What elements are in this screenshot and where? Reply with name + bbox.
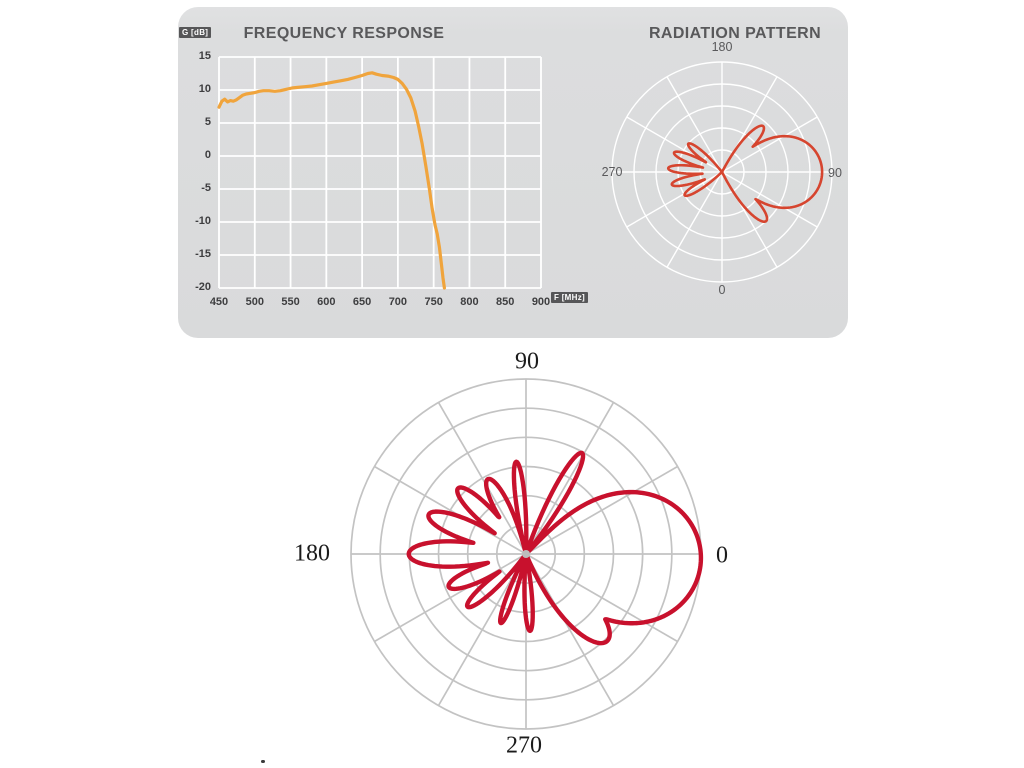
x-tick-label: 750 [424, 296, 443, 308]
polar-small-label-left: 270 [601, 165, 623, 179]
frequency-response-title: FREQUENCY RESPONSE [243, 25, 445, 42]
y-tick-label: 0 [204, 149, 211, 161]
x-tick-label: 650 [352, 296, 372, 308]
polar-large-label-bottom: 270 [506, 732, 542, 759]
y-tick-label: 5 [204, 116, 211, 128]
polar-small-label-bottom: 0 [718, 283, 726, 297]
polar-large-label-right: 0 [716, 542, 728, 569]
frequency-response-y-axis: 15 10 5 0 -5 -10 -15 -20 [178, 50, 211, 293]
x-tick-label: 500 [245, 296, 264, 308]
y-tick-label: 10 [198, 83, 211, 95]
radiation-pattern-polar-small [611, 61, 833, 283]
x-tick-label: 800 [460, 296, 479, 308]
stray-mark [261, 760, 265, 763]
y-tick-label: 15 [198, 50, 211, 62]
polar-large-label-top: 90 [515, 348, 539, 375]
x-tick-label: 450 [209, 296, 229, 308]
frequency-unit-badge: F [MHz] [551, 292, 588, 303]
radiation-pattern-title: RADIATION PATTERN [648, 25, 822, 42]
x-tick-label: 600 [317, 296, 336, 308]
y-tick-label: -5 [201, 182, 211, 194]
gain-curve [217, 71, 446, 290]
polar-small-label-right: 90 [828, 166, 842, 180]
y-tick-label: -15 [195, 248, 211, 260]
polar-large-label-left: 180 [294, 540, 330, 567]
radiation-pattern-polar-large [350, 378, 704, 730]
polar-center-dot [522, 550, 530, 558]
y-tick-label: -20 [195, 281, 211, 293]
x-tick-label: 700 [388, 296, 408, 308]
x-tick-label: 900 [531, 296, 551, 308]
x-tick-label: 850 [496, 296, 515, 308]
frequency-response-x-axis: 450 500 550 600 650 700 750 800 850 900 [210, 296, 550, 310]
radiation-pattern-curve [666, 124, 824, 223]
radiation-pattern-curve [406, 450, 704, 646]
gain-unit-badge: G [dB] [179, 27, 212, 38]
x-tick-label: 550 [281, 296, 300, 308]
spec-panel: FREQUENCY RESPONSE G [dB] 15 10 5 0 -5 -10 -15… [178, 7, 848, 338]
frequency-response-plot [217, 56, 542, 290]
polar-small-label-top: 180 [711, 40, 733, 54]
y-tick-label: -10 [195, 215, 211, 227]
